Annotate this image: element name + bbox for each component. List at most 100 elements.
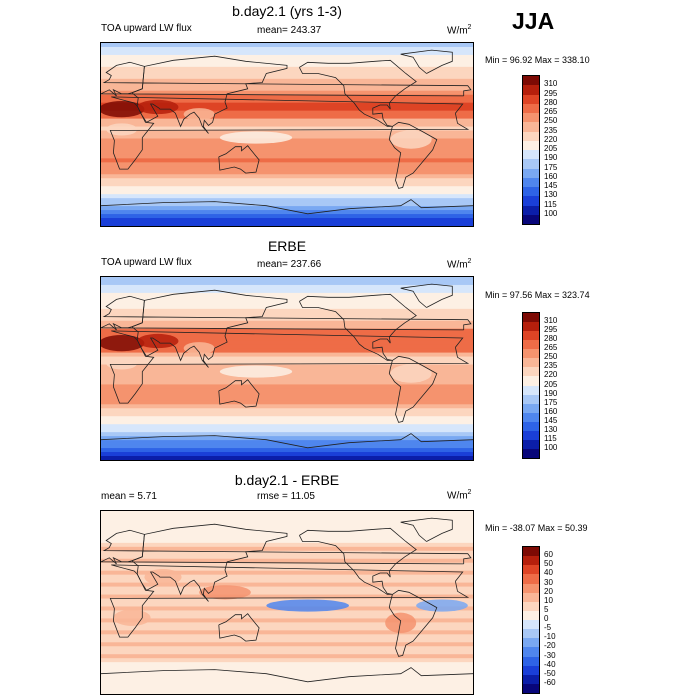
field-band (101, 190, 473, 195)
colorbar-segment (523, 665, 539, 675)
panel-3-mean-label: mean = 5.71 (101, 491, 157, 502)
colorbar-segment (523, 385, 539, 395)
field-blob (183, 342, 215, 355)
field-band (101, 538, 473, 544)
field-band (101, 106, 473, 112)
field-blob (416, 599, 468, 612)
field-band (101, 436, 473, 441)
field-band (101, 514, 473, 520)
field-band (101, 186, 473, 191)
colorbar-tick-label: 145 (544, 415, 558, 425)
field-band (101, 388, 473, 393)
colorbar-tick-label: 205 (544, 379, 558, 389)
field-band (101, 526, 473, 532)
field-blob (390, 130, 432, 149)
field-band (101, 634, 473, 639)
colorbar-segment (523, 547, 539, 557)
field-band (101, 626, 473, 631)
field-band (101, 360, 473, 366)
coastline-namerica (299, 293, 417, 361)
colorbar-segment (523, 620, 539, 630)
field-band (101, 622, 473, 627)
colorbar-tick-label: 235 (544, 361, 558, 371)
colorbar-tick-label: 50 (544, 559, 553, 569)
colorbar-tick-label: 10 (544, 595, 553, 605)
field-band (101, 546, 473, 552)
field-blob (101, 100, 145, 118)
colorbar-tick-label: -20 (544, 641, 556, 651)
colorbar-segment (523, 403, 539, 413)
field-band (101, 110, 473, 116)
field-band (101, 102, 473, 108)
field-band (101, 554, 473, 560)
field-band (101, 210, 473, 215)
field-blob (219, 365, 293, 378)
panel-2-colorbar (522, 312, 540, 459)
field-band (101, 54, 473, 60)
colorbar-tick-label: 160 (544, 171, 558, 181)
field-band (101, 511, 473, 516)
colorbar-tick-label: 175 (544, 397, 558, 407)
field-band (101, 304, 473, 310)
field-band (101, 686, 473, 691)
field-band (101, 582, 473, 588)
colorbar-segment (523, 331, 539, 341)
colorbar-segment (523, 140, 539, 150)
field-band (101, 400, 473, 405)
field-band (101, 308, 473, 314)
colorbar-segment (523, 367, 539, 377)
coastline-australia (218, 145, 260, 174)
field-band (101, 218, 473, 223)
colorbar-tick-label: -10 (544, 632, 556, 642)
panel-1-field-label: TOA upward LW flux (101, 23, 192, 34)
field-band (101, 316, 473, 322)
panel-3-rmse-label: rmse = 11.05 (257, 491, 315, 502)
colorbar-segment (523, 103, 539, 113)
field-band (101, 214, 473, 219)
field-band (101, 284, 473, 290)
field-band (101, 412, 473, 417)
field-band (101, 312, 473, 318)
colorbar-segment (523, 592, 539, 602)
field-band (101, 562, 473, 568)
field-band (101, 94, 473, 100)
colorbar-segment (523, 168, 539, 178)
colorbar-tick-label: 130 (544, 190, 558, 200)
field-band (101, 424, 473, 429)
field-blob (183, 108, 215, 121)
field-band (101, 682, 473, 687)
coastline-asia (131, 289, 288, 368)
colorbar-tick-label: 115 (544, 199, 557, 209)
field-band (101, 182, 473, 187)
colorbar-segment (523, 683, 539, 693)
field-band (101, 614, 473, 620)
field-band (101, 46, 473, 52)
colorbar-tick-label: -50 (544, 668, 556, 678)
colorbar-tick-label: -60 (544, 677, 556, 687)
field-band (101, 522, 473, 528)
panel-2-mean-label: mean= 237.66 (257, 259, 322, 270)
coastline-europe (101, 529, 472, 565)
colorbar-segment (523, 601, 539, 611)
field-band (101, 570, 473, 576)
colorbar-segment (523, 150, 539, 160)
field-band (101, 456, 473, 460)
field-band (101, 288, 473, 294)
field-band (101, 166, 473, 171)
colorbar-segment (523, 376, 539, 386)
coastline-australia (218, 613, 260, 642)
field-blob (219, 131, 293, 144)
field-band (101, 444, 473, 449)
field-band (101, 666, 473, 671)
coastline-europe (101, 295, 472, 331)
colorbar-segment (523, 448, 539, 458)
colorbar-segment (523, 565, 539, 575)
panel-2-minmax: Min = 97.56 Max = 323.74 (485, 290, 590, 300)
field-band (101, 542, 473, 548)
colorbar-tick-label: 190 (544, 388, 558, 398)
panel-3-map (100, 510, 474, 695)
panel-1-title: b.day2.1 (yrs 1-3) (232, 3, 342, 19)
field-band (101, 90, 473, 96)
coastline-asia (131, 523, 288, 602)
colorbar-tick-label: 175 (544, 162, 558, 172)
